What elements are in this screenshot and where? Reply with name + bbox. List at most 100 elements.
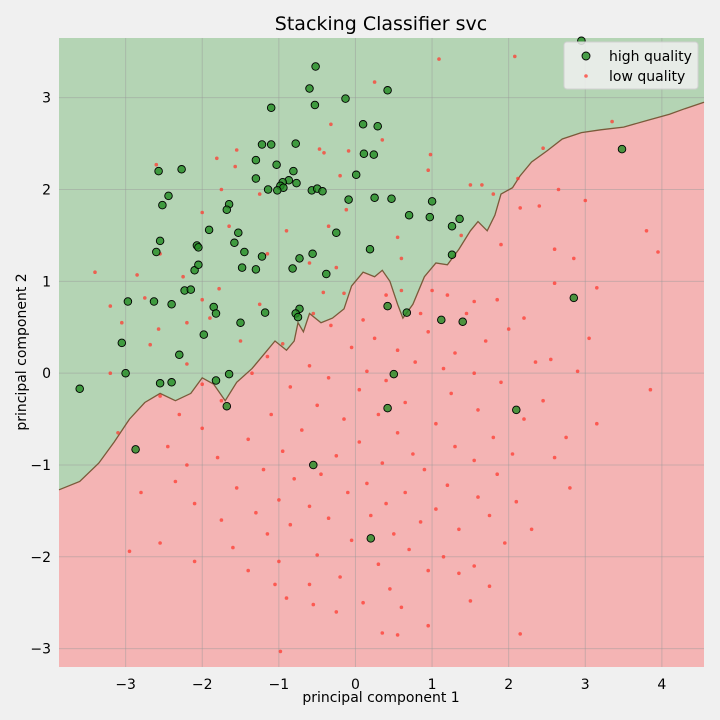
low-quality-point (108, 371, 113, 376)
low-quality-point (648, 387, 653, 392)
legend-high-quality-marker (581, 51, 591, 61)
low-quality-point (572, 256, 576, 261)
low-quality-point (349, 538, 354, 543)
low-quality-point (108, 304, 113, 308)
low-quality-point (564, 435, 568, 440)
low-quality-point (93, 270, 97, 275)
low-quality-point (200, 426, 204, 431)
low-quality-point (413, 360, 418, 364)
low-quality-points (93, 54, 660, 654)
low-quality-point (280, 449, 285, 454)
low-quality-point (158, 394, 162, 398)
low-quality-point (476, 495, 480, 499)
high-quality-point (266, 140, 276, 149)
high-quality-point (383, 301, 392, 311)
low-quality-point (257, 302, 262, 307)
low-quality-point (338, 173, 342, 178)
high-quality-point (211, 376, 221, 385)
high-quality-region (59, 38, 704, 490)
low-quality-point (361, 318, 365, 322)
low-quality-point (315, 553, 320, 557)
high-quality-point (292, 178, 301, 188)
low-quality-point (384, 293, 388, 297)
low-quality-point (238, 339, 243, 343)
low-quality-point (246, 568, 250, 573)
x-tick-label: 3 (581, 677, 590, 693)
low-quality-point (219, 518, 224, 522)
high-quality-point (389, 369, 399, 379)
low-quality-point (234, 486, 239, 490)
high-quality-point (123, 297, 133, 306)
low-quality-region (59, 102, 704, 668)
x-axis-label: principal component 1 (302, 690, 459, 706)
high-quality-point (455, 214, 464, 224)
high-quality-point (186, 285, 196, 294)
high-quality-point (257, 252, 267, 261)
low-quality-point (342, 291, 346, 296)
low-quality-point (273, 582, 277, 587)
low-quality-point (568, 486, 572, 490)
low-quality-point (392, 532, 396, 536)
high-quality-point (369, 150, 379, 159)
high-quality-point (194, 243, 203, 252)
low-quality-point (506, 327, 511, 331)
low-quality-point (472, 458, 477, 463)
low-quality-point (476, 408, 480, 412)
low-quality-point (307, 364, 312, 368)
low-quality-point (278, 649, 283, 654)
legend-high-quality-label: high quality (609, 49, 692, 65)
low-quality-point (510, 452, 515, 456)
low-quality-point (434, 507, 438, 511)
legend-low-quality-label: low quality (609, 69, 685, 85)
low-quality-point (495, 472, 500, 477)
low-quality-point (376, 562, 381, 566)
high-quality-point (154, 166, 163, 176)
low-quality-point (288, 522, 293, 527)
high-quality-point (121, 368, 130, 378)
low-quality-point (418, 311, 423, 316)
low-quality-point (280, 342, 285, 346)
high-quality-point (373, 121, 382, 131)
low-quality-point (426, 568, 431, 573)
low-quality-point (514, 499, 519, 504)
high-quality-point (222, 401, 232, 411)
low-quality-point (192, 559, 197, 564)
x-tick-label: 4 (657, 677, 666, 693)
high-quality-point (131, 445, 140, 454)
low-quality-point (219, 187, 224, 192)
low-quality-point (317, 147, 322, 151)
low-quality-point (426, 623, 431, 628)
low-quality-point (277, 559, 281, 564)
low-quality-point (453, 444, 457, 449)
high-quality-point (273, 186, 282, 195)
low-quality-point (437, 57, 441, 61)
low-quality-point (380, 631, 385, 635)
high-quality-point (155, 379, 165, 388)
low-quality-point (411, 452, 415, 456)
low-quality-point (148, 342, 152, 347)
high-quality-point (311, 62, 320, 71)
low-quality-point (181, 274, 185, 279)
low-quality-point (326, 516, 331, 520)
low-quality-point (472, 564, 477, 568)
low-quality-point (428, 152, 433, 157)
high-quality-point (224, 369, 234, 379)
low-quality-point (537, 204, 542, 208)
low-quality-point (384, 501, 388, 506)
low-quality-point (491, 435, 496, 440)
high-quality-point (175, 350, 184, 360)
high-quality-point (370, 193, 379, 203)
high-quality-point (155, 236, 165, 246)
high-quality-point (295, 254, 304, 263)
low-quality-point (445, 483, 450, 488)
low-quality-point (365, 481, 369, 486)
low-quality-point (346, 149, 351, 153)
low-quality-point (311, 311, 316, 316)
high-quality-point (289, 166, 298, 176)
low-quality-point (495, 297, 500, 302)
low-quality-point (376, 412, 381, 417)
low-quality-point (403, 400, 408, 405)
x-tick-label: 1 (428, 677, 437, 693)
low-quality-point (395, 431, 400, 435)
high-quality-point (447, 221, 457, 231)
